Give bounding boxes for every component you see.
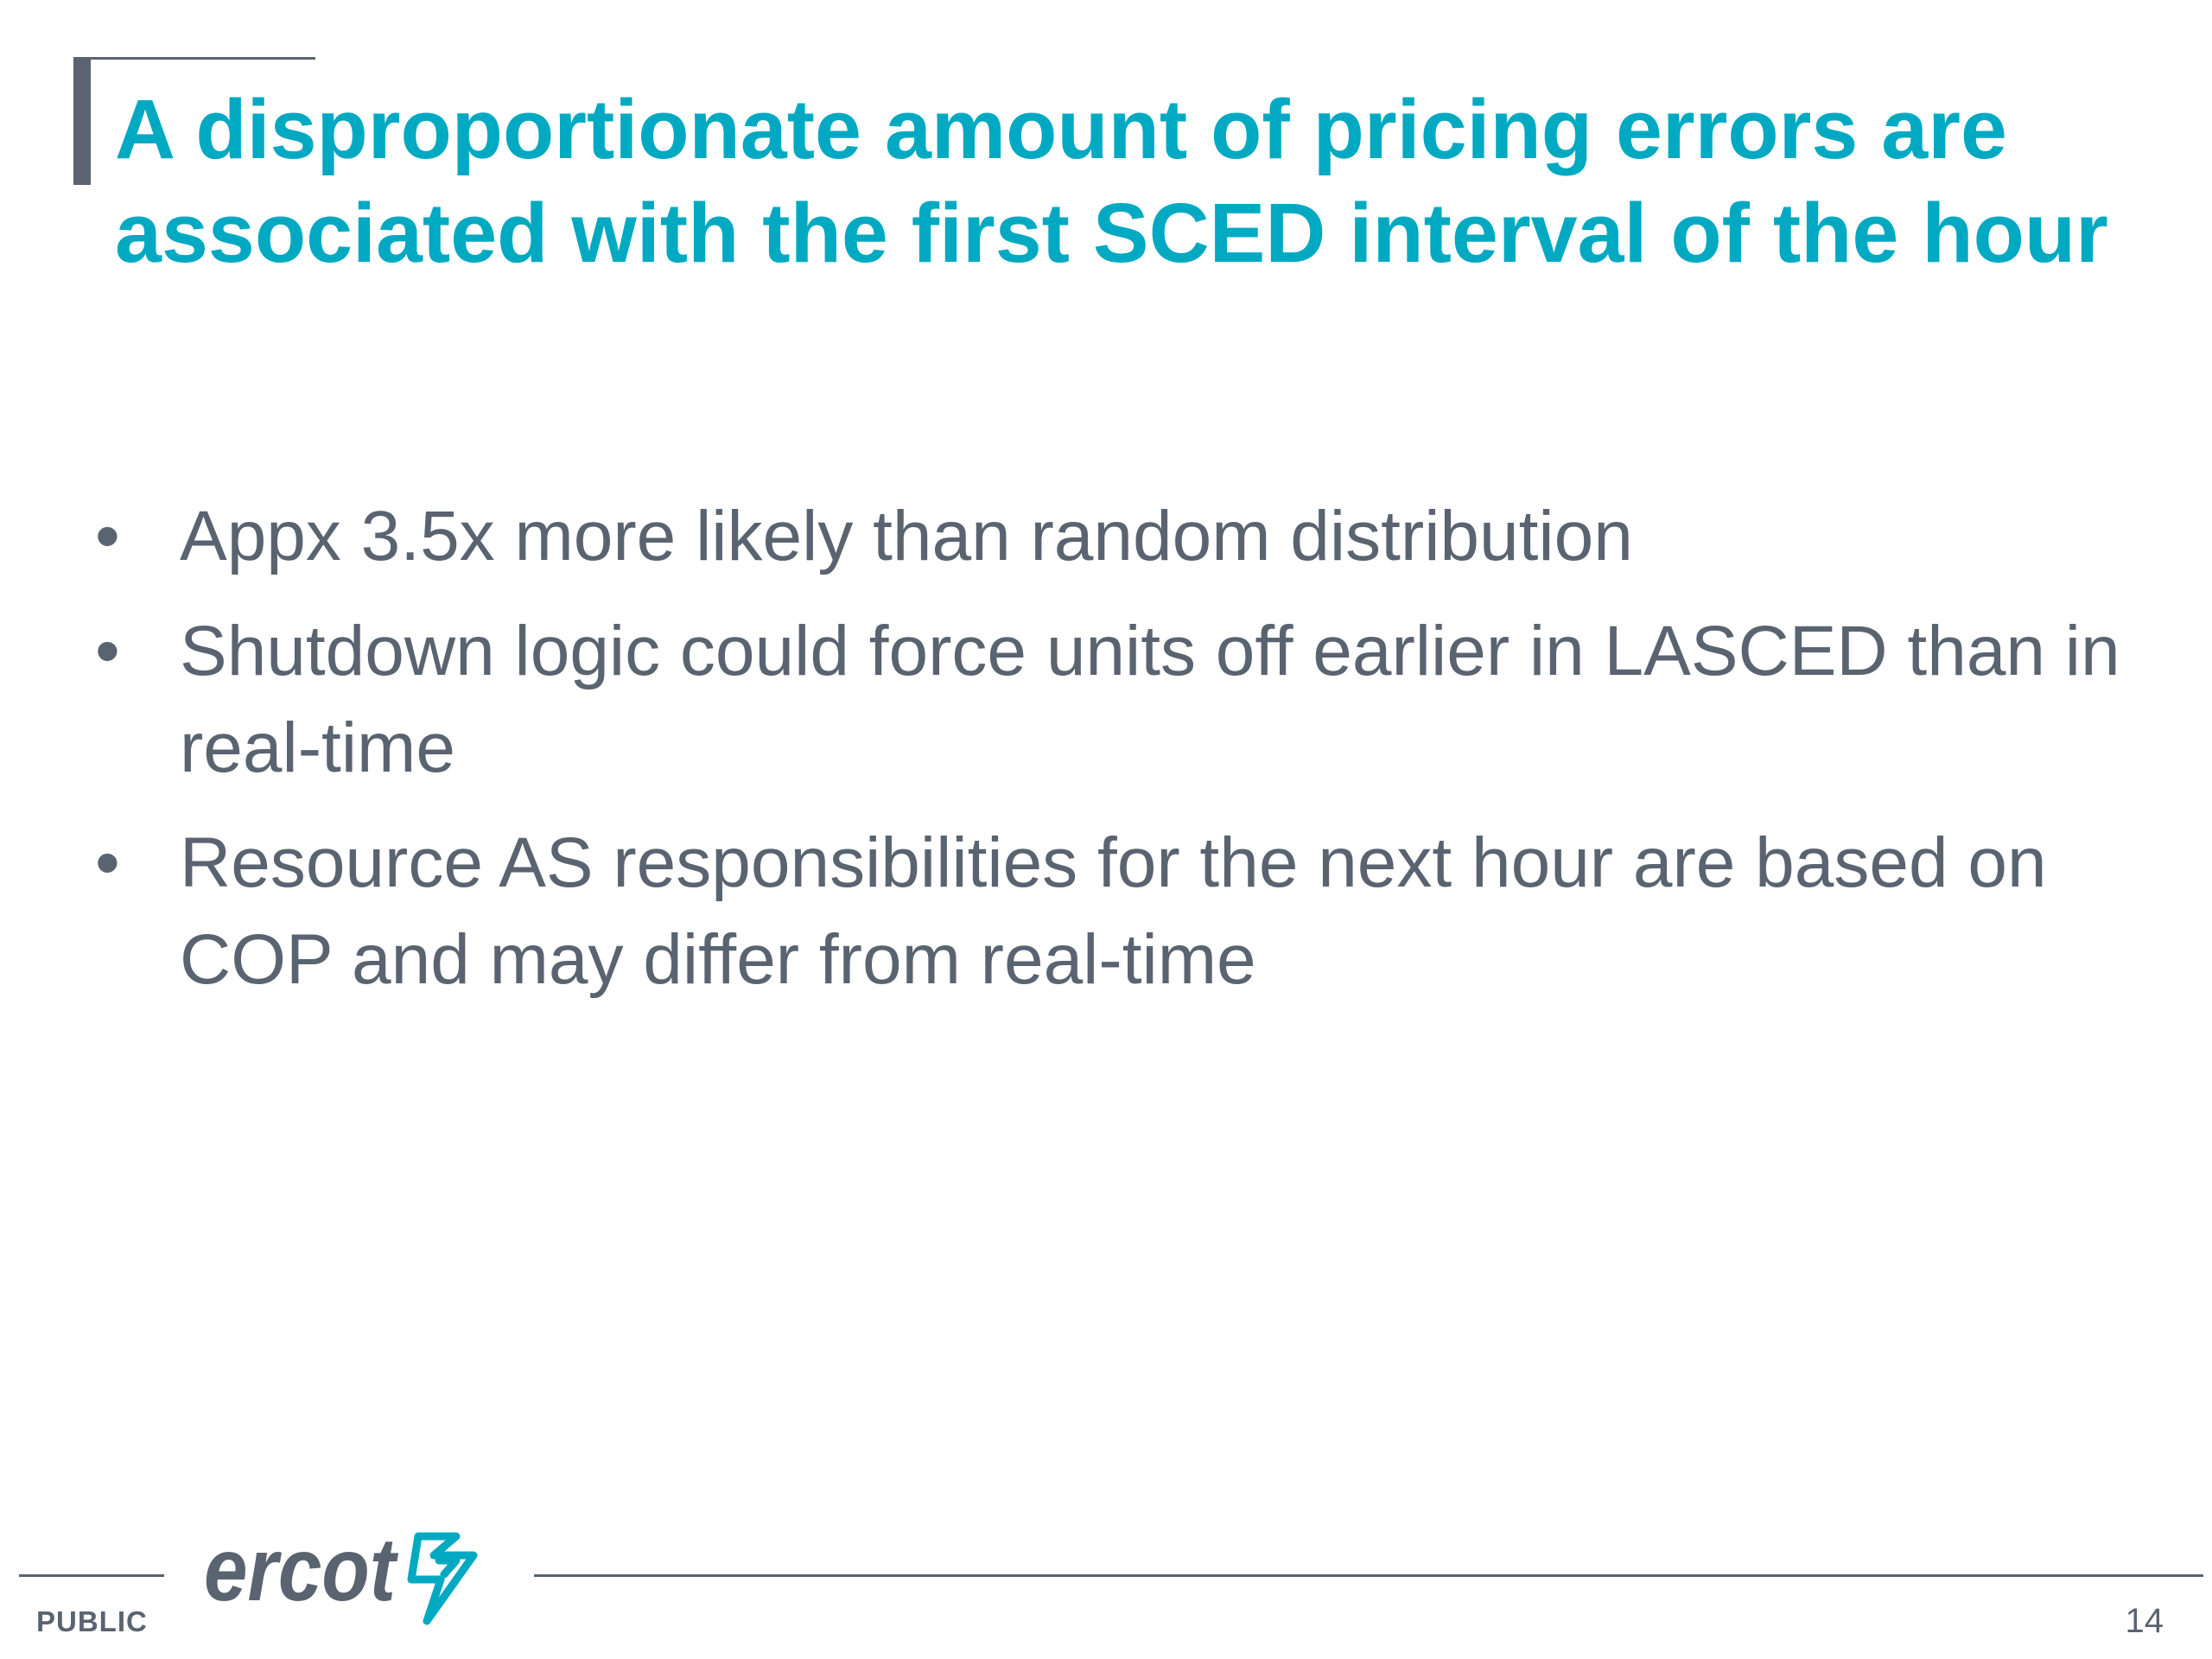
footer-divider-left xyxy=(19,1574,164,1577)
bullet-text: Shutdown logic could force units off ear… xyxy=(180,612,2120,787)
logo-wordmark: ercot xyxy=(204,1521,399,1620)
footer-divider-right xyxy=(534,1574,2203,1577)
bullet-item: • Shutdown logic could force units off e… xyxy=(95,603,2169,797)
page-number: 14 xyxy=(2125,1602,2164,1640)
slide-title: A disproportionate amount of pricing err… xyxy=(115,82,2108,280)
bullet-list: • Appx 3.5x more likely than random dist… xyxy=(95,488,2169,1027)
bullet-dot-icon: • xyxy=(95,823,120,902)
bullet-text: Appx 3.5x more likely than random distri… xyxy=(180,497,1633,575)
lightning-bolt-icon xyxy=(407,1532,478,1625)
bullet-item: • Resource AS responsibilities for the n… xyxy=(95,815,2169,1008)
title-accent-line xyxy=(73,57,315,60)
bullet-dot-icon: • xyxy=(95,497,120,575)
classification-label: PUBLIC xyxy=(36,1605,148,1637)
bullet-item: • Appx 3.5x more likely than random dist… xyxy=(95,488,2169,585)
bullet-dot-icon: • xyxy=(95,612,120,690)
ercot-logo: ercot xyxy=(204,1521,478,1625)
bullet-text: Resource AS responsibilities for the nex… xyxy=(180,823,2047,999)
title-accent-bar xyxy=(73,57,91,185)
